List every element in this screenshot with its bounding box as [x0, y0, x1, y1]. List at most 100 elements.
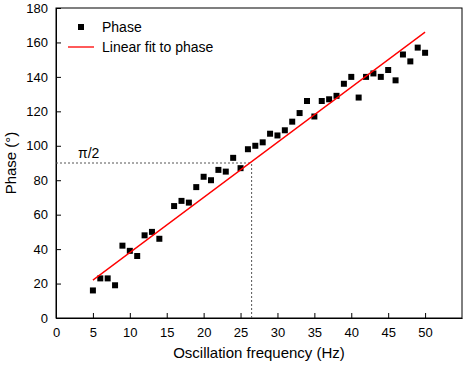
tick: 35: [308, 313, 322, 340]
tick-label: 180: [26, 1, 48, 16]
data-point: [415, 45, 421, 51]
data-point: [378, 74, 384, 80]
tick: 10: [123, 313, 137, 340]
data-point: [119, 243, 125, 249]
tick-mark: [56, 318, 61, 319]
tick-mark: [277, 313, 278, 318]
legend-label: Linear fit to phase: [102, 39, 214, 55]
tick-label: 0: [53, 325, 60, 340]
tick-label: 60: [34, 207, 48, 222]
x-axis-title: Oscillation frequency (Hz): [173, 344, 345, 361]
data-point: [112, 282, 118, 288]
legend-item: Phase: [78, 19, 142, 35]
tick-label: 40: [345, 325, 359, 340]
data-point: [319, 98, 325, 104]
tick-label: 80: [34, 173, 48, 188]
data-point: [393, 77, 399, 83]
tick-label: 40: [34, 242, 48, 257]
marks: [56, 32, 428, 318]
tick-label: 15: [160, 325, 174, 340]
data-point: [289, 119, 295, 125]
tick: 80: [34, 173, 61, 188]
tick-mark: [314, 313, 315, 318]
tick: 60: [34, 207, 61, 222]
tick-mark: [425, 313, 426, 318]
data-point: [105, 275, 111, 281]
tick: 40: [345, 313, 359, 340]
data-point: [201, 174, 207, 180]
data-point: [297, 110, 303, 116]
tick-mark: [56, 42, 61, 43]
tick-label: 0: [41, 311, 48, 326]
tick-mark: [56, 215, 61, 216]
tick: 120: [26, 104, 61, 119]
data-point: [215, 167, 221, 173]
tick: 140: [26, 70, 61, 85]
tick-mark: [204, 313, 205, 318]
tick-label: 10: [123, 325, 137, 340]
data-point: [304, 98, 310, 104]
data-point: [156, 236, 162, 242]
tick-label: 5: [90, 325, 97, 340]
tick: 20: [34, 276, 61, 291]
tick-label: 100: [26, 138, 48, 153]
tick: 0: [41, 311, 61, 326]
y-axis-title: Phase (°): [2, 132, 19, 195]
data-point: [223, 169, 229, 175]
tick-mark: [167, 313, 168, 318]
data-point: [178, 198, 184, 204]
annotation: π/2: [78, 145, 100, 161]
tick-mark: [56, 284, 61, 285]
plot-frame: [56, 8, 462, 318]
y-axis: 0 20 40 60 80 100 120 140 160 180: [26, 1, 61, 326]
tick: 15: [160, 313, 174, 340]
tick-label: 120: [26, 104, 48, 119]
data-point: [260, 139, 266, 145]
tick-mark: [56, 8, 61, 9]
data-point: [134, 253, 140, 259]
tick: 30: [271, 313, 285, 340]
tick: 50: [418, 313, 432, 340]
x-axis: 0 5 10 15 20 25 30 35 40 45 50: [53, 313, 463, 340]
tick-mark: [241, 313, 242, 318]
tick: 5: [90, 313, 97, 340]
tick-label: 20: [34, 276, 48, 291]
data-point: [407, 58, 413, 64]
legend: Phase Linear fit to phase: [68, 19, 214, 55]
data-point: [400, 52, 406, 58]
tick-label: 45: [381, 325, 395, 340]
tick-mark: [93, 313, 94, 318]
data-point: [208, 177, 214, 183]
data-point: [142, 232, 148, 238]
data-point: [356, 95, 362, 101]
tick: 100: [26, 138, 61, 153]
tick-label: 20: [197, 325, 211, 340]
tick-mark: [56, 146, 61, 147]
tick-mark: [351, 313, 352, 318]
tick-label: 25: [234, 325, 248, 340]
data-point: [341, 81, 347, 87]
tick-label: 30: [271, 325, 285, 340]
reference-line: [251, 163, 252, 318]
data-point: [282, 127, 288, 133]
tick-label: 160: [26, 35, 48, 50]
data-point: [348, 74, 354, 80]
fit-line: [93, 32, 425, 280]
tick-label: 140: [26, 70, 48, 85]
data-point: [193, 184, 199, 190]
axis-line: [57, 318, 463, 319]
data-point: [274, 132, 280, 138]
legend-item: Linear fit to phase: [68, 39, 214, 55]
data-point: [422, 50, 428, 56]
tick: 180: [26, 1, 61, 16]
tick-mark: [56, 180, 61, 181]
tick-label: 35: [308, 325, 322, 340]
reference-line: [56, 163, 252, 164]
tick: 45: [381, 313, 395, 340]
data-point: [385, 67, 391, 73]
data-point: [171, 203, 177, 209]
tick-label: 50: [418, 325, 432, 340]
legend-swatch: [68, 46, 94, 47]
data-point: [90, 287, 96, 293]
tick-mark: [388, 313, 389, 318]
